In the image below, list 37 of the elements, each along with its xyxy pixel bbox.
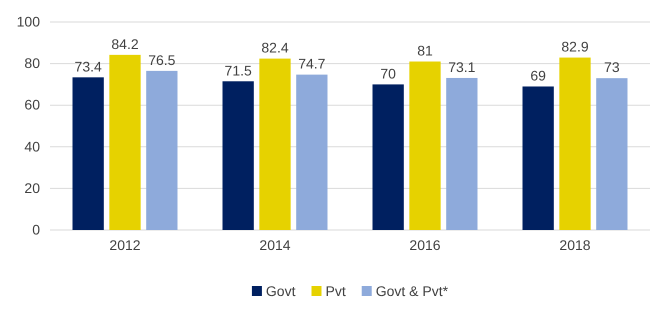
data-label: 82.9 (561, 38, 589, 55)
y-tick-label: 0 (32, 221, 40, 238)
bar (72, 77, 104, 230)
bar (522, 86, 554, 230)
data-label: 69 (530, 67, 546, 84)
data-label: 82.4 (261, 40, 289, 56)
bar (596, 78, 628, 230)
x-tick-label: 2016 (409, 236, 441, 253)
bar (222, 81, 254, 230)
data-label: 81 (417, 42, 433, 59)
bar (109, 54, 141, 230)
bar (559, 58, 591, 230)
bar (372, 84, 404, 230)
y-tick-label: 100 (16, 13, 40, 30)
y-tick-label: 80 (24, 55, 40, 72)
data-label: 76.5 (148, 52, 176, 68)
bar (146, 70, 178, 230)
y-tick-label: 60 (24, 96, 40, 113)
x-tick-label: 2018 (559, 236, 591, 253)
bar (446, 78, 478, 230)
data-label: 73.1 (448, 58, 476, 75)
y-tick-label: 20 (24, 180, 40, 196)
x-tick-label: 2014 (259, 236, 291, 253)
legend-label: Govt & Pvt* (376, 283, 449, 299)
x-tick-label: 2012 (109, 236, 141, 253)
data-label: 74.7 (298, 56, 326, 72)
data-label: 70 (380, 65, 396, 82)
legend-label: Pvt (325, 283, 346, 299)
data-label: 84.2 (111, 36, 139, 52)
data-label: 73 (604, 59, 620, 76)
bar (409, 62, 441, 230)
bar (296, 74, 328, 230)
data-label: 71.5 (224, 62, 252, 78)
data-label: 73.4 (74, 58, 102, 74)
legend-label: Govt (266, 283, 296, 299)
bar (259, 58, 291, 230)
y-tick-label: 40 (24, 138, 40, 154)
